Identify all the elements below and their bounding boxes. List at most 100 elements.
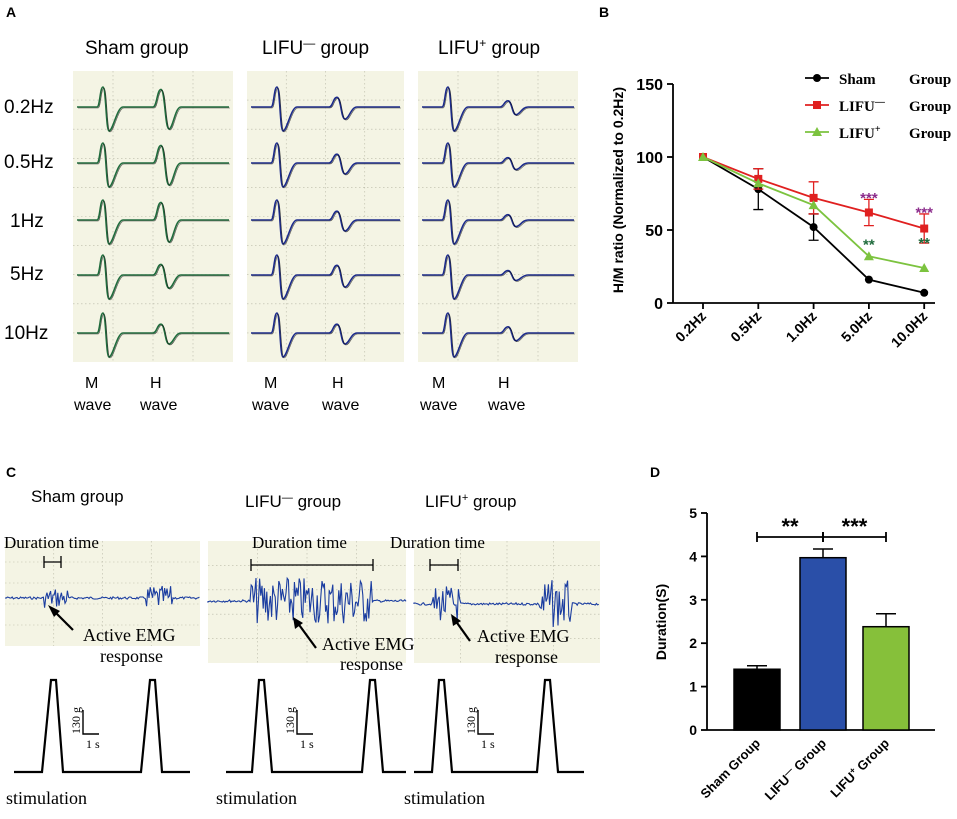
a-title-lifu-minus: LIFU— group [262, 36, 369, 59]
a-trace-overlay-lifu_minus-2 [252, 200, 401, 246]
a-trace-overlay-lifu_plus-1 [423, 143, 575, 189]
d-sig-label-0: ** [781, 514, 799, 539]
a-lifu-plus-h-label: H [498, 375, 510, 392]
c-scale-h-sham: 1 s [86, 737, 100, 751]
d-ytick-label-3: 3 [689, 592, 697, 608]
c-scale-v-lifu-plus: 130 g [464, 707, 478, 734]
c-emg-sub-sham: response [100, 646, 163, 666]
a-trace-overlay-lifu_minus-3 [252, 255, 401, 301]
a-freq-4: 10Hz [4, 323, 48, 344]
d-ytick-label-0: 0 [689, 722, 697, 738]
c-stimulation-lifu-plus: stimulation [404, 788, 485, 808]
b-ytick-label-1: 50 [645, 223, 663, 240]
b-point-0-4 [920, 288, 929, 297]
d-bar-0 [733, 668, 781, 731]
d-bar-2 [862, 625, 910, 731]
d-ylabel: Duration(S) [653, 584, 669, 660]
d-xtick-label-0: Sham Group [697, 735, 763, 801]
b-point-2-3 [863, 251, 874, 261]
c-emg-trace-1 [207, 576, 407, 624]
a-lifu-plus-h-wave: wave [487, 397, 525, 414]
b-ylabel: H/M ratio (Normalized to 0.2Hz) [610, 87, 626, 293]
d-ytick-label-4: 4 [689, 548, 697, 564]
c-scale-bar-sham [82, 710, 99, 735]
c-emg-trace-0 [4, 585, 200, 608]
b-xtick-label-2: 1.0Hz [783, 308, 820, 345]
c-stimulation-sham: stimulation [6, 788, 87, 808]
b-annotation-2: *** [915, 204, 933, 221]
a-freq-0: 0.2Hz [4, 97, 54, 118]
b-xtick-label-1: 0.5Hz [727, 308, 764, 345]
c-duration-bracket-sham [43, 556, 62, 568]
b-point-2-2 [808, 200, 819, 210]
c-emg-sub-lifu-plus: response [495, 647, 558, 667]
a-trace-lifu_plus-2 [422, 199, 574, 245]
a-trace-overlay-lifu_minus-1 [252, 143, 401, 189]
a-title-sham: Sham group [85, 38, 189, 59]
b-legend-marker-1 [813, 101, 821, 109]
b-point-2-0 [698, 152, 708, 161]
b-point-2-1 [753, 178, 764, 188]
a-trace-lifu_plus-4 [422, 312, 574, 358]
a-title-lifu-plus: LIFU+ group [438, 36, 540, 59]
a-trace-overlay-lifu_plus-4 [423, 313, 575, 359]
c-title-lifu-plus: LIFU+ group [425, 492, 516, 511]
d-ytick-label-5: 5 [689, 505, 697, 521]
c-arrowhead-sham [48, 605, 60, 617]
c-duration-label-lifu-plus: Duration time [390, 533, 485, 552]
a-lifu-minus-h-label: H [332, 375, 344, 392]
c-emg-label-lifu-minus: Active EMG [322, 634, 414, 654]
d-ytick-label-1: 1 [689, 679, 697, 695]
d-errbar-2 [876, 612, 896, 627]
c-scale-h-lifu-minus: 1 s [300, 737, 314, 751]
c-stim-trace-sham [14, 678, 190, 774]
panel-letter-d: D [650, 464, 660, 480]
d-xtick-label-2: LIFU+ Group [827, 735, 893, 801]
a-freq-1: 0.5Hz [4, 152, 54, 173]
a-title-lifu-plus-suffix: group [486, 38, 540, 59]
a-trace-overlay-lifu_plus-2 [423, 200, 575, 246]
a-trace-overlay-sham-1 [78, 143, 230, 189]
a-trace-lifu_plus-3 [422, 254, 574, 300]
panel-c: Sham group LIFU— group LIFU+ group Durat… [4, 487, 600, 808]
a-sham-h-wave: wave [139, 397, 177, 414]
c-title-sham: Sham group [31, 487, 124, 506]
a-sham-m-label: M [85, 375, 98, 392]
b-annotation-1: ** [863, 237, 875, 254]
c-scale-bar-lifu-plus [477, 710, 494, 735]
b-series-2 [698, 152, 930, 272]
c-duration-label-sham: Duration time [4, 533, 99, 552]
c-stim-trace-lifu-plus [414, 678, 584, 774]
b-axes: 0 50 100 150 0.2Hz 0.5Hz 1.0Hz 5.0Hz 10.0Hz [636, 77, 935, 350]
a-lifu-minus-m-wave: wave [251, 397, 289, 414]
b-annotation-3: ** [918, 235, 930, 252]
b-series: ********** [698, 152, 933, 297]
c-emg-trace-2 [413, 580, 600, 628]
a-trace-overlay-sham-4 [78, 313, 230, 359]
c-scale-h-lifu-plus: 1 s [481, 737, 495, 751]
c-emg-sub-lifu-minus: response [340, 654, 403, 674]
c-title-lifu-minus-suffix: group [293, 492, 341, 511]
c-title-lifu-minus-name: LIFU [245, 492, 282, 511]
b-legend-label-2: LIFU+ Group [839, 124, 951, 142]
c-title-lifu-plus-name: LIFU [425, 492, 462, 511]
c-title-lifu-plus-suffix: group [468, 492, 516, 511]
b-ytick-label-2: 100 [636, 150, 663, 167]
b-legend-marker-0 [813, 74, 821, 82]
c-duration-label-lifu-minus: Duration time [252, 533, 347, 552]
a-freq-3: 5Hz [10, 264, 44, 285]
a-title-lifu-minus-suffix: group [315, 38, 369, 59]
c-stimulation-lifu-minus: stimulation [216, 788, 297, 808]
b-ytick-label-0: 0 [654, 296, 663, 313]
c-arrow-lifu-minus [296, 621, 317, 649]
d-sig-label-1: *** [842, 514, 868, 539]
a-freq-2: 1Hz [10, 211, 44, 232]
c-emg-label-lifu-plus: Active EMG [477, 626, 569, 646]
a-trace-overlay-lifu_minus-4 [252, 313, 401, 359]
c-stim-trace-lifu-minus [226, 678, 406, 774]
d-ytick-label-2: 2 [689, 635, 697, 651]
c-scale-v-lifu-minus: 130 g [283, 707, 297, 734]
b-legend-label-1: LIFU— Group [839, 97, 951, 115]
c-duration-bracket-lifu-minus [250, 559, 374, 571]
